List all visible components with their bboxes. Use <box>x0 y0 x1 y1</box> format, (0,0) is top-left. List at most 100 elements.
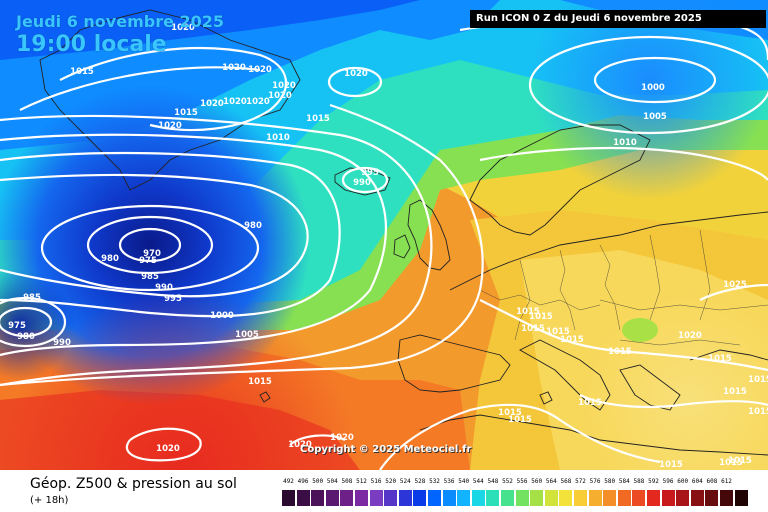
pressure-label: 1020 <box>171 23 195 33</box>
pressure-label: 1015 <box>719 458 743 468</box>
scale-swatch <box>720 490 733 506</box>
pressure-label: 1020 <box>248 65 272 75</box>
scale-label: 592 <box>648 478 659 485</box>
scale-label: 612 <box>721 478 732 485</box>
pressure-label: 1015 <box>546 327 570 337</box>
scale-label: 504 <box>326 478 338 485</box>
pressure-label: 1015 <box>608 347 632 357</box>
pressure-label: 1010 <box>266 133 290 143</box>
pressure-label: 1015 <box>728 456 752 466</box>
pressure-label: 1025 <box>723 280 747 290</box>
scale-label: 596 <box>662 478 674 485</box>
scale-swatch <box>442 490 456 506</box>
scale-swatch <box>661 490 675 506</box>
pressure-label: 990 <box>155 283 173 293</box>
parameter-title: Géop. Z500 & pression au sol <box>30 476 237 492</box>
scale-swatch <box>559 490 573 506</box>
time-title: 19:00 locale <box>16 32 167 57</box>
pressure-label: 1015 <box>498 408 522 418</box>
country-borders <box>479 229 768 346</box>
scale-label: 520 <box>385 478 397 485</box>
pressure-label: 975 <box>139 256 157 266</box>
pressure-label: 1020 <box>344 69 368 79</box>
pressure-label: 1015 <box>748 407 768 417</box>
pressure-label: 1020 <box>268 91 292 101</box>
pressure-label: 990 <box>353 178 371 188</box>
scale-label: 600 <box>677 478 689 485</box>
pressure-label: 1000 <box>641 83 665 93</box>
scale-swatch <box>486 490 500 506</box>
low-center-label: 970 <box>143 249 161 259</box>
pressure-label: 985 <box>23 293 41 303</box>
scale-swatch <box>603 490 617 506</box>
pressure-label: 1015 <box>529 312 553 322</box>
pressure-label: 995 <box>361 168 379 178</box>
pressure-label: 980 <box>101 254 119 264</box>
pressure-label: 1020 <box>288 440 312 450</box>
legend-footer: Géop. Z500 & pression au sol (+ 18h) 492… <box>0 470 768 512</box>
scale-swatch <box>471 490 485 506</box>
scale-label: 584 <box>618 478 630 485</box>
scale-label: 588 <box>633 478 645 485</box>
scale-label: 552 <box>502 478 513 485</box>
pressure-label: 1015 <box>659 460 683 470</box>
scale-swatch <box>311 490 325 506</box>
pressure-label: 1015 <box>748 375 768 385</box>
pressure-label: 980 <box>17 332 35 342</box>
scale-swatch <box>384 490 398 506</box>
date-title: Jeudi 6 novembre 2025 <box>16 12 225 31</box>
scale-label: 564 <box>545 478 557 485</box>
scale-label: 528 <box>414 478 426 485</box>
forecast-lead: (+ 18h) <box>30 495 69 506</box>
pressure-label: 1015 <box>521 324 545 334</box>
scale-swatch <box>676 490 690 506</box>
scale-swatch <box>340 490 354 506</box>
run-info: Run ICON 0 Z du Jeudi 6 novembre 2025 <box>470 10 766 28</box>
scale-swatch <box>501 490 514 506</box>
scale-swatch <box>632 490 646 506</box>
pressure-label: 995 <box>164 294 182 304</box>
scale-swatch <box>398 490 412 506</box>
scale-swatch <box>325 490 339 506</box>
scale-swatch <box>530 490 544 506</box>
pressure-label: 985 <box>141 272 159 282</box>
pressure-label: 1005 <box>235 330 259 340</box>
pressure-label: 1020 <box>272 81 296 91</box>
scale-swatch <box>428 490 441 506</box>
scale-label: 512 <box>356 478 367 485</box>
scale-label: 572 <box>575 478 586 485</box>
pressure-label: 1020 <box>158 121 182 131</box>
scale-swatch <box>413 490 427 506</box>
scale-label: 568 <box>560 478 572 485</box>
pressure-label: 1015 <box>516 307 540 317</box>
geopotential-field <box>0 0 768 470</box>
scale-label: 508 <box>341 478 353 485</box>
scale-label: 536 <box>443 478 455 485</box>
scale-label: 500 <box>312 478 324 485</box>
pressure-label: 1020 <box>200 99 224 109</box>
scale-swatch <box>588 490 602 506</box>
scale-swatch <box>515 490 529 506</box>
scale-swatch <box>457 490 471 506</box>
pressure-label: 1015 <box>306 114 330 124</box>
scale-label: 560 <box>531 478 543 485</box>
scale-swatch <box>734 490 748 506</box>
scale-label: 516 <box>370 478 382 485</box>
pressure-label: 980 <box>244 221 262 231</box>
scale-swatch <box>355 490 368 506</box>
low-pressure-center: 970 <box>143 249 161 259</box>
pressure-label: 1020 <box>223 97 247 107</box>
pressure-label: 1020 <box>156 444 180 454</box>
pressure-label: 1020 <box>222 63 246 73</box>
scale-label: 492 <box>283 478 294 485</box>
pressure-label: 1020 <box>246 97 270 107</box>
scale-swatch <box>574 490 587 506</box>
pressure-label: 1020 <box>330 433 354 443</box>
scale-label: 580 <box>604 478 616 485</box>
pressure-label: 1015 <box>70 67 94 77</box>
pressure-label: 975 <box>8 321 26 331</box>
scale-label: 524 <box>399 478 411 485</box>
